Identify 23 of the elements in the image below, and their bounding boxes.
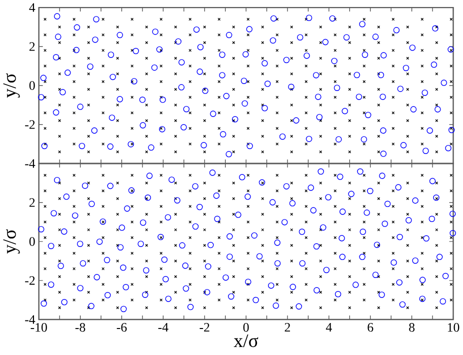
y-tick-label: -2: [25, 276, 35, 285]
x-tick-label: -2: [200, 323, 210, 332]
y-tick-label: 0: [29, 81, 35, 90]
x-tick-label: 6: [368, 323, 374, 332]
x-tick-label: 4: [326, 323, 332, 332]
x-tick-label: 2: [284, 323, 290, 332]
x-tick-label: 0: [243, 323, 249, 332]
x-axis-title: x/σ: [234, 334, 258, 348]
x-tick-label: -4: [158, 323, 168, 332]
y-tick-label: -2: [25, 120, 35, 129]
y-axis-title: y/σ: [3, 73, 20, 98]
x-tick-label: 10: [448, 323, 460, 332]
x-tick-label: -10: [30, 323, 47, 332]
x-tick-label: 8: [409, 323, 415, 332]
y-axis-title: y/σ: [3, 229, 20, 254]
y-tick-label: -4: [25, 315, 36, 324]
y-tick-label: 4: [29, 3, 36, 12]
x-tick-label: -6: [116, 323, 127, 332]
y-tick-label: 2: [29, 42, 35, 51]
x-tick-label: -8: [75, 323, 86, 332]
y-tick-label: -4: [25, 159, 36, 168]
y-tick-label: 0: [29, 237, 35, 246]
y-tick-label: 2: [29, 198, 35, 207]
